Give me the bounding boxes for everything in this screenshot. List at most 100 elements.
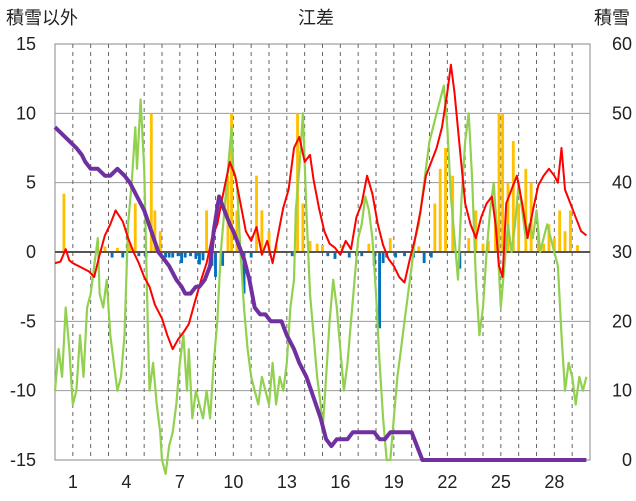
precipitation-bar [524,168,528,252]
precipitation-bar [378,252,381,329]
precipitation-bar [205,210,209,252]
precipitation-bar [333,252,337,259]
precipitation-bar [576,245,579,252]
precipitation-bar [481,243,485,252]
left-tick-label: -15 [10,450,36,470]
precipitation-bar [164,252,167,258]
precipitation-bar [506,182,510,252]
precipitation-bar [542,243,546,252]
right-tick-label: 40 [612,173,632,193]
left-tick-label: 15 [16,34,36,54]
x-tick-label: 4 [121,472,131,492]
precipitation-bar [62,193,66,252]
x-axis-ticks: 1 4 7 10 13 16 19 22 25 28 [68,472,565,492]
precipitation-bar [194,252,198,259]
precipitation-bar [180,252,184,264]
precipitation-bar [474,210,478,252]
left-tick-label: 5 [26,173,36,193]
precipitation-bar [511,141,515,252]
precipitation-bar [226,175,230,252]
precipitation-bar [242,252,246,294]
precipitation-bar [201,252,205,261]
wind-line [53,84,588,475]
precipitation-bar [230,113,233,252]
right-tick-label: 0 [622,450,632,470]
precipitation-bar [137,252,141,257]
x-tick-label: 22 [437,472,457,492]
x-tick-label: 25 [491,472,511,492]
precipitation-bar [221,252,225,266]
precipitation-bar [558,210,562,252]
right-axis-label: 積雪 [594,8,630,29]
precipitation-bar [103,246,107,252]
precipitation-bar [267,231,271,252]
precipitation-bar [121,252,125,258]
right-axis-ticks: 60 50 40 30 20 10 0 [612,34,632,470]
precipitation-bar [235,210,239,252]
x-tick-label: 28 [544,472,564,492]
precipitation-bar [486,240,490,252]
precipitation-bar [214,252,217,277]
precipitation-bar [158,231,162,252]
x-tick-label: 10 [223,472,243,492]
precipitation-bar [568,210,572,252]
precipitation-bar [115,247,119,252]
precipitation-bar [249,252,253,258]
precipitation-bar [563,231,567,252]
precipitation-bar [133,203,137,252]
chart-title: 江差 [298,8,334,29]
precipitation-bar [326,252,330,257]
precipitation-bar [183,252,187,258]
precipitation-bar [308,240,312,252]
x-tick-label: 7 [175,472,185,492]
precipitation-bar [360,252,364,257]
precipitation-bar [388,238,392,252]
right-tick-label: 60 [612,34,632,54]
x-tick-label: 19 [384,472,404,492]
precipitation-bar [255,175,258,252]
precipitation-bar [176,252,180,257]
precipitation-bar [321,245,324,252]
precipitation-bar [290,252,294,257]
precipitation-bar [497,113,501,252]
left-axis-label: 積雪以外 [6,8,78,29]
precipitation-bar [394,252,398,258]
x-tick-label: 13 [277,472,297,492]
left-tick-label: -10 [10,381,36,401]
precipitation-bar [547,224,551,252]
precipitation-bar [381,252,385,264]
snow-depth-line [53,125,587,462]
precipitation-bar [198,252,201,265]
left-tick-label: -5 [20,311,36,331]
precipitation-bar [444,148,447,252]
precipitation-bar [501,113,505,252]
x-tick-label: 1 [68,472,78,492]
precipitation-bar [189,252,192,257]
precipitation-bar [301,203,305,252]
precipitation-bar [347,252,351,258]
precipitation-bar [315,243,319,252]
right-tick-label: 10 [612,381,632,401]
precipitation-bar [517,203,521,252]
left-axis-ticks: 15 10 5 0 -5 -10 -15 [10,34,36,470]
precipitation-bar [171,252,175,258]
precipitation-bar [110,252,114,258]
precipitation-bar [403,252,406,257]
temperature-line [54,63,588,351]
precipitation-bar [467,238,471,252]
precipitation-bar [167,252,171,258]
right-tick-label: 20 [612,311,632,331]
precipitation-bar [367,243,371,252]
precipitation-bar [128,243,132,252]
left-tick-label: 0 [26,242,36,262]
precipitation-bar [552,238,556,252]
series-lines [53,63,588,475]
precipitation-bar [149,113,153,252]
right-tick-label: 50 [612,103,632,123]
precipitation-bar [433,203,437,252]
precipitation-bar [422,252,426,264]
right-tick-label: 30 [612,242,632,262]
precipitation-bar [153,210,157,252]
